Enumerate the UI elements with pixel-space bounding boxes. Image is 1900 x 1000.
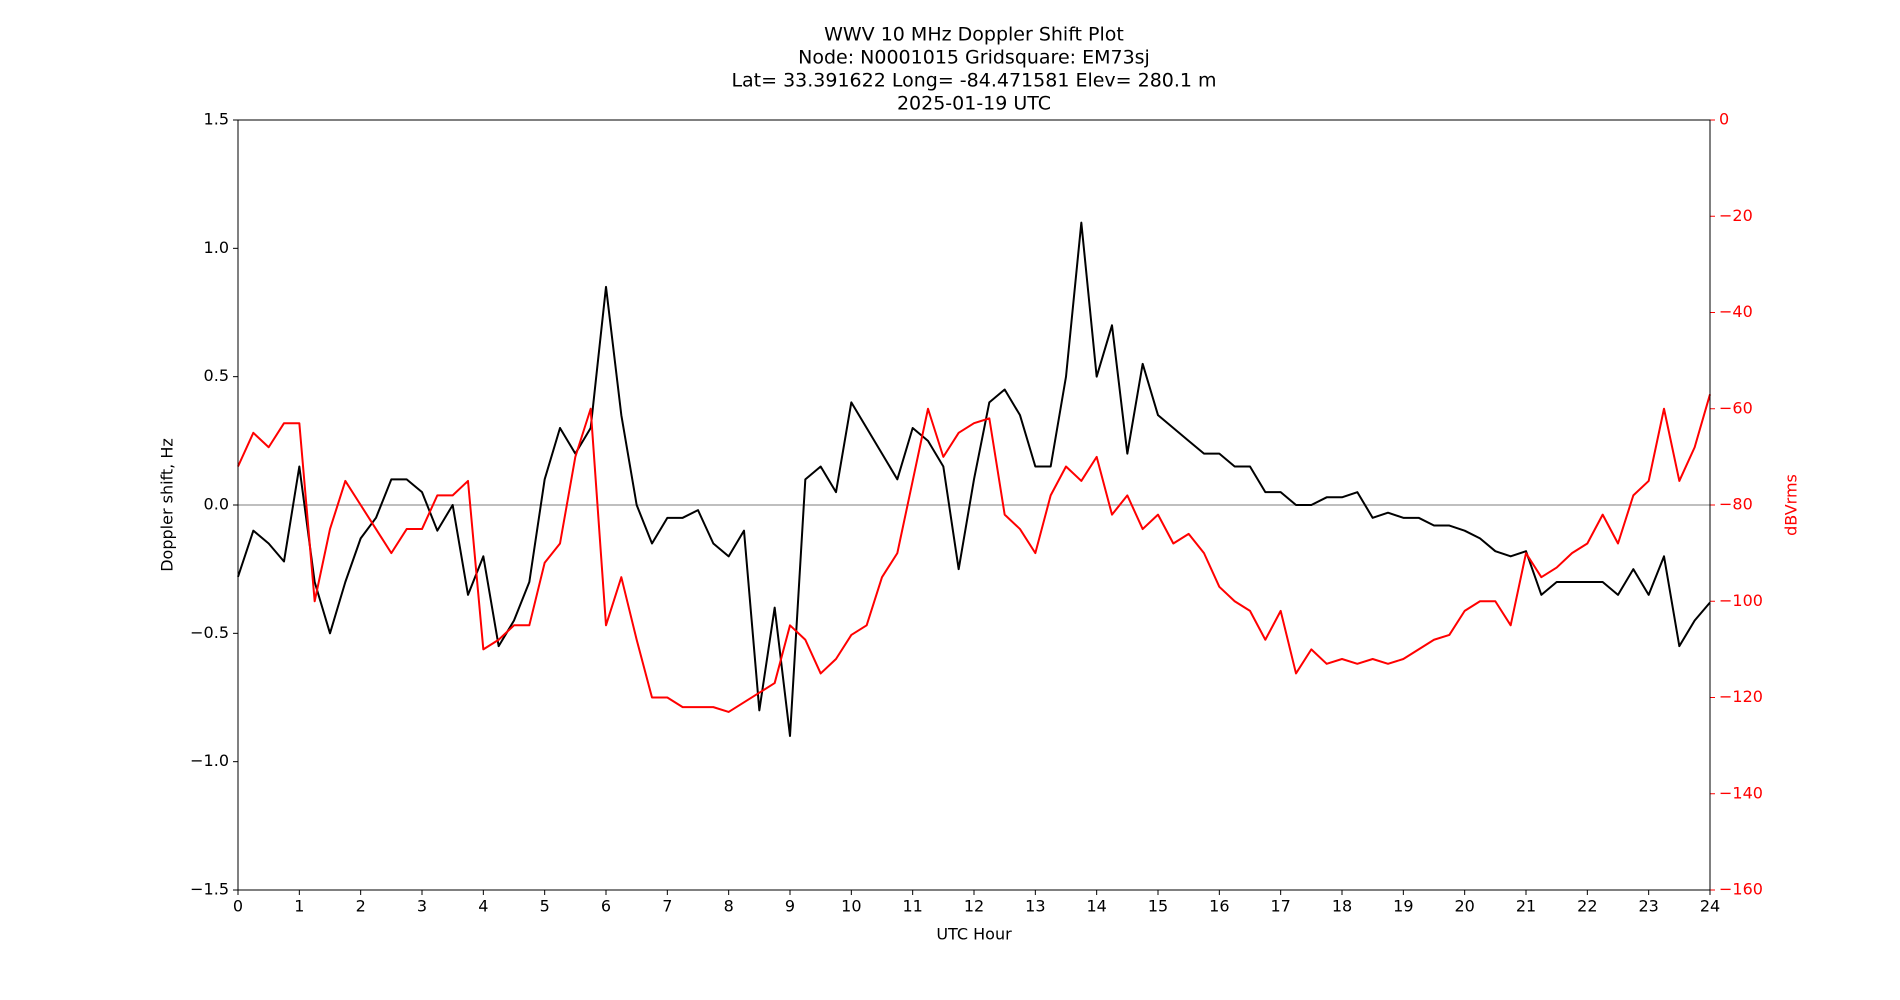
y-tick-label: 1.5 [204, 110, 229, 129]
x-tick-label: 9 [785, 897, 795, 916]
x-tick-label: 6 [601, 897, 611, 916]
x-tick-label: 10 [841, 897, 861, 916]
y2-tick-label: −140 [1719, 783, 1763, 802]
x-tick-label: 21 [1516, 897, 1536, 916]
y-axis-label: Doppler shift, Hz [158, 438, 177, 572]
y2-tick-label: −160 [1719, 880, 1763, 899]
x-tick-label: 17 [1270, 897, 1290, 916]
x-tick-label: 18 [1332, 897, 1352, 916]
chart-title: Lat= 33.391622 Long= -84.471581 Elev= 28… [731, 70, 1216, 92]
series-line [237, 394, 1711, 713]
chart-title: Node: N0001015 Gridsquare: EM73sj [798, 47, 1150, 69]
x-tick-label: 20 [1454, 897, 1474, 916]
x-tick-label: 11 [902, 897, 922, 916]
x-tick-label: 12 [964, 897, 984, 916]
x-tick-label: 3 [417, 897, 427, 916]
x-tick-label: 7 [662, 897, 672, 916]
x-tick-label: 0 [233, 897, 243, 916]
series-line [237, 221, 1711, 737]
x-tick-label: 19 [1393, 897, 1413, 916]
x-tick-label: 4 [478, 897, 488, 916]
x-tick-label: 23 [1638, 897, 1658, 916]
y2-tick-label: −120 [1719, 687, 1763, 706]
x-tick-label: 13 [1025, 897, 1045, 916]
x-tick-label: 16 [1209, 897, 1229, 916]
x-tick-label: 15 [1148, 897, 1168, 916]
x-tick-label: 1 [294, 897, 304, 916]
chart-title: 2025-01-19 UTC [897, 93, 1051, 115]
plot-frame [237, 119, 1711, 891]
y-tick-label: −1.0 [190, 751, 229, 770]
x-tick-label: 14 [1086, 897, 1106, 916]
y-tick-label: −0.5 [190, 623, 229, 642]
x-tick-label: 22 [1577, 897, 1597, 916]
x-tick-label: 5 [540, 897, 550, 916]
y-tick-label: 1.0 [204, 238, 229, 257]
y2-axis-label: dBVrms [1782, 474, 1801, 536]
y2-tick-label: −40 [1719, 302, 1753, 321]
y2-tick-label: −80 [1719, 495, 1753, 514]
y-tick-label: 0.0 [204, 495, 229, 514]
y2-tick-label: 0 [1719, 110, 1729, 129]
y2-tick-label: −60 [1719, 398, 1753, 417]
x-axis-label: UTC Hour [936, 925, 1012, 944]
x-tick-label: 8 [724, 897, 734, 916]
y-tick-label: −1.5 [190, 880, 229, 899]
chart-title: WWV 10 MHz Doppler Shift Plot [824, 24, 1124, 46]
y-tick-label: 0.5 [204, 366, 229, 385]
x-tick-label: 2 [356, 897, 366, 916]
y2-tick-label: −20 [1719, 206, 1753, 225]
x-tick-label: 24 [1700, 897, 1720, 916]
y2-tick-label: −100 [1719, 591, 1763, 610]
